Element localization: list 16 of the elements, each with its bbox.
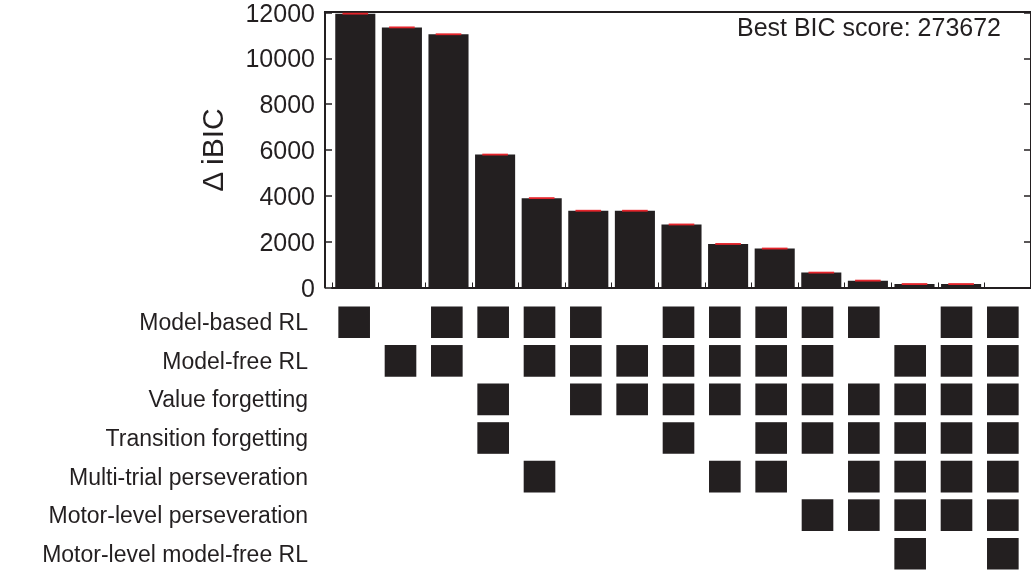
y-tick-label: Motor-level model-free RL <box>42 540 309 567</box>
y-tick-label: Model-free RL <box>162 347 309 374</box>
y-tick-label: 12000 <box>245 0 315 27</box>
y-tick-label: Motor-level perseveration <box>48 502 308 529</box>
y-tick-label: Value forgetting <box>148 386 308 413</box>
annotation: Best BIC score: 273672 <box>736 12 1002 41</box>
y-tick-label: 8000 <box>259 90 315 119</box>
y-tick-label: 0 <box>301 273 315 302</box>
y-tick-label: 6000 <box>259 136 315 164</box>
y-tick-label: 4000 <box>259 181 315 210</box>
y-axis-title: Δ iBIC <box>195 108 229 192</box>
y-tick-label: Transition forgetting <box>105 425 308 451</box>
y-tick-label: 2000 <box>259 227 315 256</box>
y-tick-label: Model-based RL <box>139 309 309 336</box>
y-tick-label: Multi-trial perseveration <box>68 463 308 490</box>
y-tick-label: 10000 <box>245 44 315 73</box>
